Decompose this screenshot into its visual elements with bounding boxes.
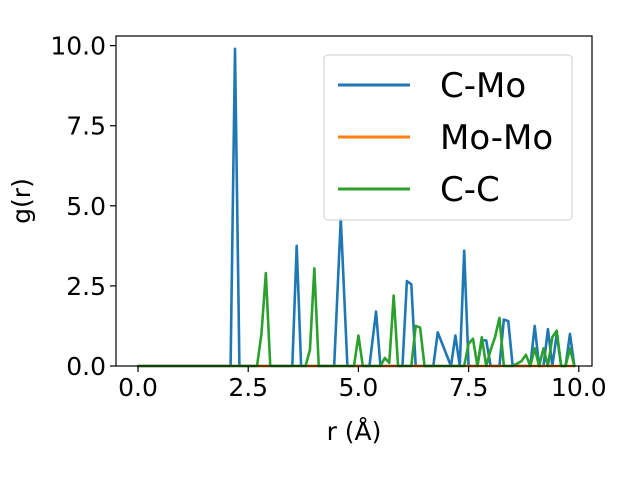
y-axis-label: g(r) <box>7 178 36 224</box>
x-axis: 0.0 2.5 5.0 7.5 10.0 <box>118 366 607 402</box>
y-axis: 0.0 2.5 5.0 7.5 10.0 <box>50 32 116 381</box>
x-tick-label: 7.5 <box>449 373 489 402</box>
legend-label-c-c: C-C <box>440 170 500 210</box>
x-tick-label: 0.0 <box>118 373 158 402</box>
y-tick-label: 7.5 <box>66 112 106 141</box>
x-tick-label: 5.0 <box>339 373 379 402</box>
plot-area <box>115 35 593 368</box>
axes-frame <box>115 35 593 367</box>
x-tick-label: 2.5 <box>228 373 268 402</box>
y-tick-label: 10.0 <box>50 32 106 61</box>
series-line-c-c <box>136 266 576 368</box>
legend: C-Mo Mo-Mo C-C <box>323 54 573 221</box>
y-tick-label: 2.5 <box>66 272 106 301</box>
legend-label-mo-mo: Mo-Mo <box>440 118 553 158</box>
y-tick-label: 5.0 <box>66 192 106 221</box>
legend-label-c-mo: C-Mo <box>440 66 526 106</box>
x-axis-label: r (Å) <box>327 417 382 446</box>
legend-frame <box>323 54 573 221</box>
x-tick-label: 10.0 <box>551 373 607 402</box>
y-tick-label: 0.0 <box>66 352 106 381</box>
